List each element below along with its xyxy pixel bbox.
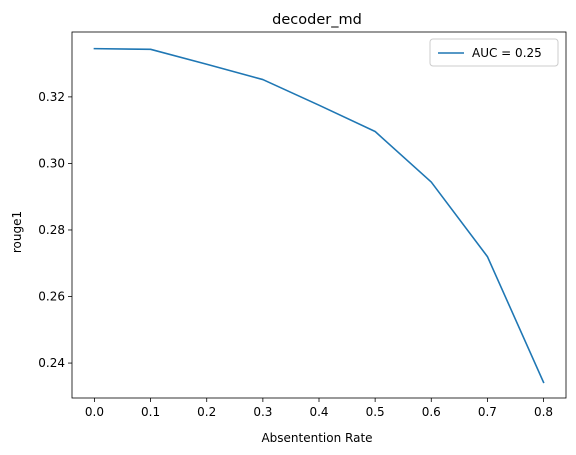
x-tick-label: 0.0 [85,405,104,419]
y-tick-label: 0.28 [38,223,65,237]
chart-title: decoder_md [272,12,362,28]
x-tick-label: 0.8 [534,405,553,419]
x-axis-label: Absentention Rate [261,431,372,445]
y-tick-label: 0.32 [38,90,65,104]
x-tick-label: 0.4 [309,405,328,419]
y-axis-label: rouge1 [10,211,24,253]
x-tick-label: 0.1 [141,405,160,419]
x-tick-label: 0.5 [366,405,385,419]
x-tick-label: 0.6 [422,405,441,419]
x-tick-label: 0.7 [478,405,497,419]
plot-area: 0.0 0.1 0.2 0.3 0.4 0.5 0.6 0.7 0.8 0.24 0.26 0.28 0… [38,31,567,419]
y-tick-label: 0.24 [38,356,65,370]
legend-label: AUC = 0.25 [472,46,542,60]
legend-box [429,38,559,67]
y-tick-label: 0.26 [38,290,65,304]
x-tick-label: 0.3 [253,405,272,419]
legend: AUC = 0.25 [429,38,559,67]
y-tick-label: 0.30 [38,156,65,170]
x-tick-label: 0.2 [197,405,216,419]
